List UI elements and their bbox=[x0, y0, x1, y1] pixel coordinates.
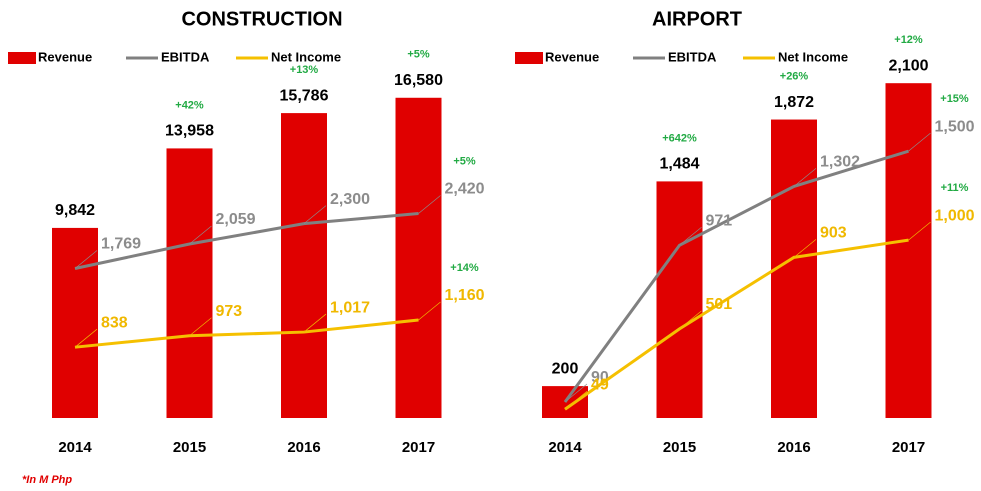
leader-line bbox=[908, 221, 931, 241]
value-label: 49 bbox=[591, 377, 609, 394]
leader-line bbox=[74, 328, 98, 348]
line bbox=[564, 238, 909, 411]
bar bbox=[542, 386, 588, 418]
value-label: 1,500 bbox=[935, 118, 975, 135]
leader-line bbox=[74, 250, 98, 269]
bar bbox=[281, 113, 327, 419]
growth-label: +26% bbox=[780, 70, 809, 82]
growth-label: +642% bbox=[662, 132, 697, 144]
value-label: 971 bbox=[706, 212, 733, 229]
leader-line bbox=[564, 391, 588, 410]
value-label: 2,100 bbox=[888, 57, 928, 74]
value-label: 2,059 bbox=[216, 211, 256, 228]
value-label: 1,769 bbox=[101, 236, 141, 253]
bar bbox=[656, 181, 703, 418]
value-label: 1,484 bbox=[659, 156, 699, 173]
x-tick-label: 2014 bbox=[548, 439, 582, 456]
value-label: 200 bbox=[552, 360, 579, 377]
leader-line bbox=[679, 226, 702, 246]
value-label: 903 bbox=[820, 225, 847, 242]
value-label: 1,017 bbox=[330, 299, 370, 316]
leader-line bbox=[189, 317, 212, 337]
growth-label: +5% bbox=[407, 49, 430, 61]
leader-line bbox=[908, 132, 931, 152]
value-label: 13,958 bbox=[165, 123, 214, 140]
legend-label: EBITDA bbox=[668, 49, 717, 64]
bar bbox=[771, 119, 817, 419]
x-tick-label: 2017 bbox=[892, 439, 925, 456]
value-label: 2,420 bbox=[445, 181, 485, 198]
value-label: 15,786 bbox=[280, 87, 329, 104]
growth-label: +14% bbox=[450, 262, 479, 274]
growth-label: +11% bbox=[941, 182, 969, 194]
x-tick-label: 2017 bbox=[402, 439, 435, 456]
growth-label: +13% bbox=[290, 64, 319, 76]
legend-swatch bbox=[515, 52, 543, 64]
chart-title: CONSTRUCTION bbox=[181, 8, 342, 30]
legend-label: Net Income bbox=[778, 49, 848, 64]
legend-swatch bbox=[8, 52, 36, 64]
x-tick-label: 2015 bbox=[663, 439, 696, 456]
x-tick-label: 2014 bbox=[58, 439, 92, 456]
legend-label: Revenue bbox=[545, 49, 599, 64]
legend-label: EBITDA bbox=[161, 49, 210, 64]
growth-label: +5% bbox=[453, 155, 476, 167]
value-label: 838 bbox=[101, 314, 128, 331]
x-tick-label: 2016 bbox=[287, 439, 320, 456]
growth-label: +42% bbox=[175, 99, 204, 111]
leader-line bbox=[793, 239, 817, 258]
leader-line bbox=[303, 313, 327, 333]
value-label: 1,000 bbox=[935, 207, 975, 224]
bar bbox=[52, 227, 98, 418]
line bbox=[74, 318, 419, 349]
line bbox=[563, 149, 909, 403]
chart-title: AIRPORT bbox=[652, 8, 742, 30]
value-label: 16,580 bbox=[394, 72, 443, 89]
legend-label: Revenue bbox=[38, 49, 92, 64]
leader-line bbox=[303, 205, 327, 224]
value-label: 1,302 bbox=[820, 154, 860, 171]
value-label: 2,300 bbox=[330, 191, 370, 208]
bar bbox=[166, 148, 213, 418]
line bbox=[74, 212, 419, 270]
leader-line bbox=[793, 168, 817, 187]
x-tick-label: 2015 bbox=[173, 439, 206, 456]
footnote: *In M Php bbox=[22, 474, 72, 486]
value-label: 1,872 bbox=[774, 94, 814, 111]
leader-line bbox=[679, 310, 702, 330]
leader-line bbox=[418, 195, 441, 214]
value-label: 9,842 bbox=[55, 202, 95, 219]
growth-label: +12% bbox=[894, 34, 923, 46]
leader-line bbox=[564, 383, 588, 403]
legend-label: Net Income bbox=[271, 49, 341, 64]
value-label: 1,160 bbox=[445, 287, 485, 304]
value-label: 973 bbox=[216, 303, 243, 320]
bar bbox=[395, 97, 442, 419]
leader-line bbox=[418, 301, 441, 321]
growth-label: +15% bbox=[940, 93, 969, 105]
value-label: 501 bbox=[706, 296, 733, 313]
leader-line bbox=[189, 225, 212, 245]
x-tick-label: 2016 bbox=[777, 439, 810, 456]
bar bbox=[885, 83, 932, 418]
